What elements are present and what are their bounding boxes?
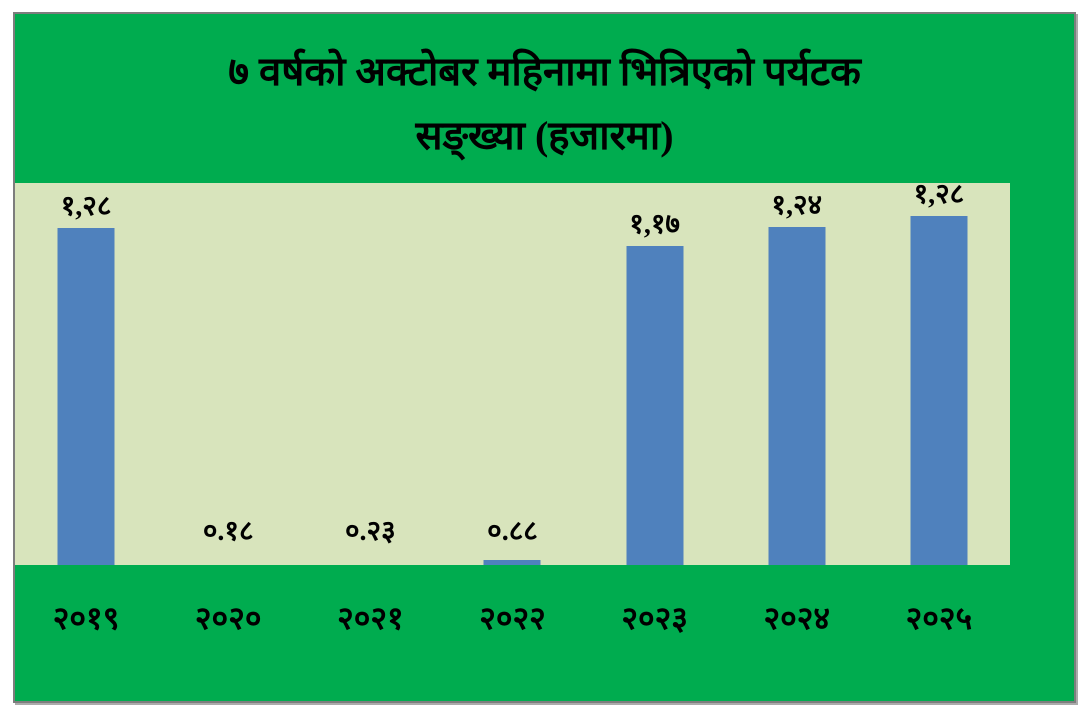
x-axis-label-2022: २०२२ [479,600,546,636]
plot-area: १,२८ ०.१८ ०.२३ ०.८८ १,१७ १,२४ १,२८ [15,179,1010,565]
bar-value-label: ०.२३ [345,516,396,547]
bar-column: १,२४ [726,183,868,565]
bar-column: ०.१८ [157,183,299,565]
chart-title-line2: सङ्ख्या (हजारमा) [415,113,674,158]
chart-title-line1: ७ वर्षको अक्टोबर महिनामा भित्रिएको पर्यट… [228,49,861,94]
bar-column: १,१७ [584,183,726,565]
bar-value-label: १,२८ [60,191,112,222]
x-axis-label-2019: २०१९ [52,600,120,636]
bar-column: १,२८ [15,183,157,565]
bar-value-label: ०.८८ [487,516,538,547]
bar-value-label: १,२८ [913,179,965,210]
bar-2019 [57,228,115,565]
bar-value-label: १,२४ [771,190,823,221]
x-axis-label-2021: २०२१ [337,600,404,636]
bar-2022 [483,560,541,565]
bar-column: १,२८ [868,179,1010,565]
bar-value-label: १,१७ [629,209,680,240]
bar-2024 [768,227,826,565]
bar-value-label: ०.१८ [202,516,254,547]
x-axis-label-2020: २०२० [194,600,262,636]
bar-column: ०.८८ [441,183,583,565]
chart-title: ७ वर्षको अक्टोबर महिनामा भित्रिएको पर्यट… [15,40,1074,168]
x-axis-label-2024: २०२४ [763,600,831,636]
bar-2025 [910,216,968,565]
bar-2023 [626,246,684,565]
x-axis-label-2023: २०२३ [621,600,688,636]
bar-column: ०.२३ [299,183,441,565]
x-axis-label-2025: २०२५ [905,600,973,636]
x-axis: २०१९ २०२० २०२१ २०२२ २०२३ २०२४ २०२५ [15,598,1010,638]
